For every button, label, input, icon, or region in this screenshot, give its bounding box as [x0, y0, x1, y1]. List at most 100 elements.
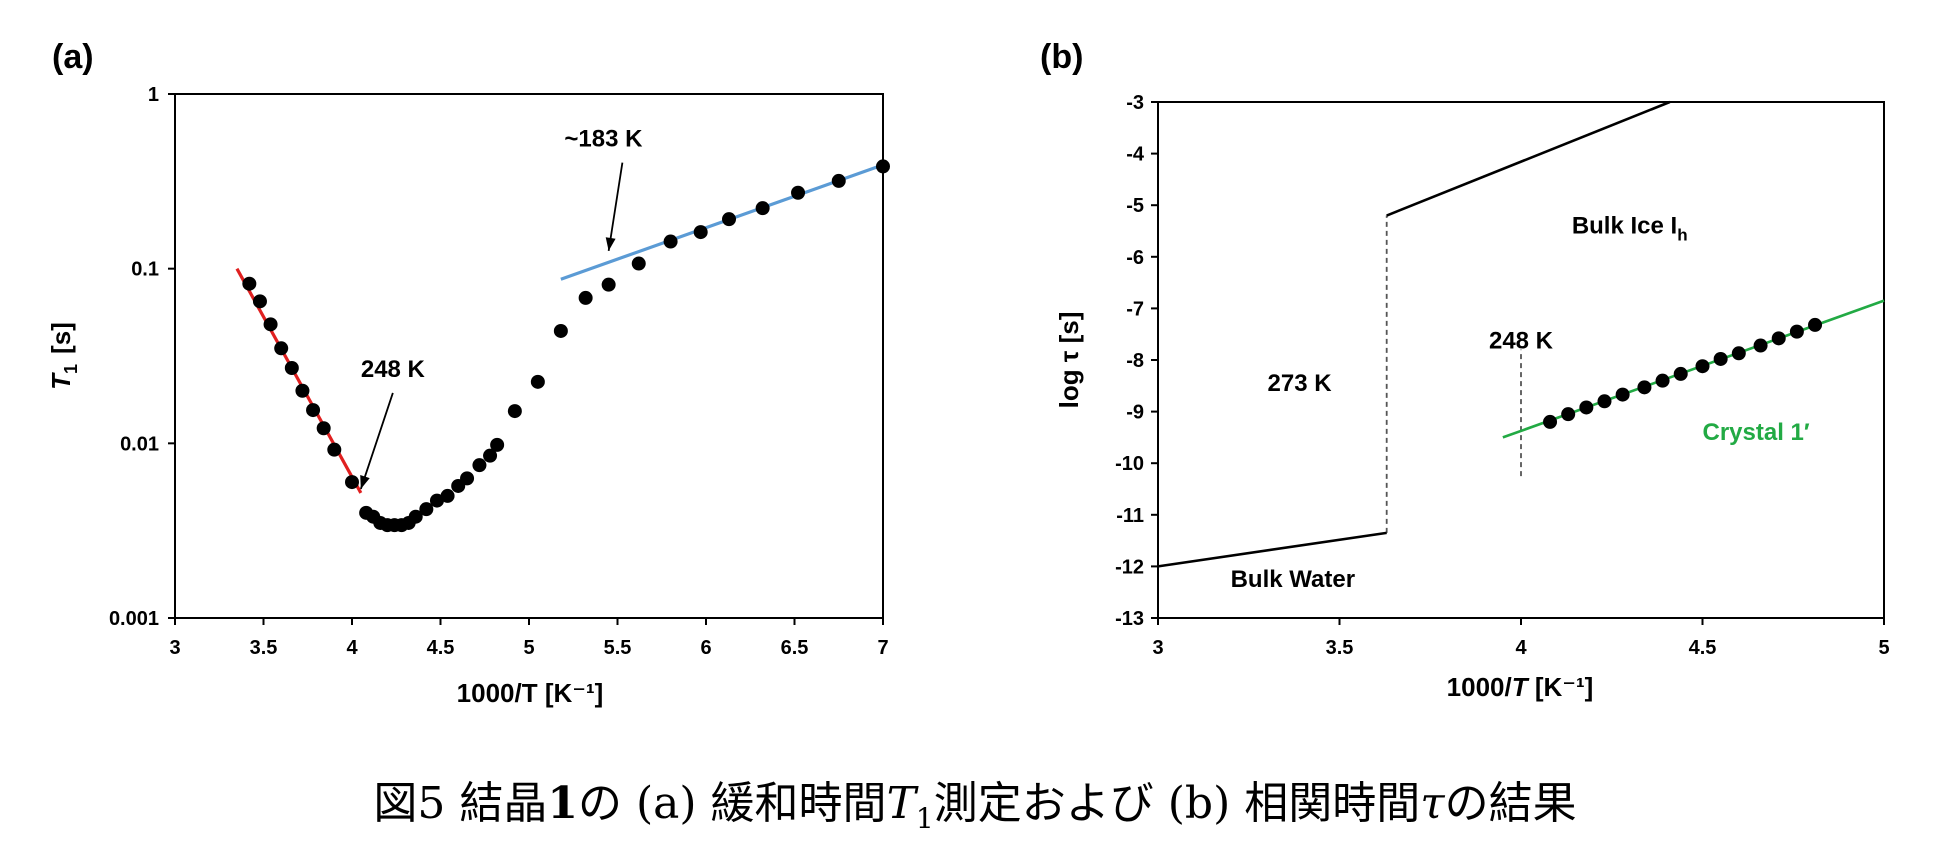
- panel-a-data-point: [316, 421, 331, 436]
- panel-b-x-label-pre: 1000/: [1447, 672, 1512, 702]
- panel-b-data-point: [1543, 414, 1558, 429]
- panel-a-data-point: [252, 294, 267, 309]
- panel-b-y-tick-label: -9: [1126, 402, 1144, 424]
- panel-a-data-point: [274, 341, 289, 356]
- panel-a-data-point: [284, 360, 299, 375]
- panel-a-data-point: [631, 256, 646, 271]
- panel-a-annotation-label: ~183 K: [564, 126, 643, 153]
- panel-a-y-axis-label: T1 [s]: [46, 322, 81, 390]
- panel-b-data-point: [1597, 394, 1612, 409]
- panel-a-annotation-arrow: [607, 162, 624, 251]
- panel-a-y-tick-label: 0.1: [131, 259, 159, 281]
- panel-b-y-tick-label: -11: [1116, 505, 1144, 527]
- panel-a-data-point: [419, 502, 434, 517]
- panel-b-data-point: [1731, 346, 1746, 361]
- panel-b-annotation-label: Bulk Ice Ih: [1572, 213, 1688, 245]
- panel-a-data-point: [460, 471, 475, 486]
- panel-b-y-label-symbol: τ: [1054, 350, 1084, 362]
- panel-a-fit-lines: [235, 163, 884, 494]
- panel-b-y-tick-label: -8: [1126, 350, 1144, 372]
- panel-a-data-point: [530, 374, 545, 389]
- panel-a-y-tick-label: 0.001: [109, 608, 159, 630]
- panel-b-data-point: [1561, 407, 1576, 422]
- panel-a-label: (a): [52, 38, 94, 76]
- panel-a-data-point: [876, 159, 890, 174]
- panel-b-x-tick-label: 4.5: [1689, 637, 1717, 659]
- panel-b-series-line: [1386, 100, 1671, 217]
- panel-a-x-tick-label: 5: [523, 637, 534, 659]
- panel-a-annotations: 248 K ~183 K: [359, 126, 643, 490]
- panel-a-data-point: [472, 458, 487, 473]
- panel-b-annotation-label: 273 K: [1268, 370, 1333, 397]
- panel-a-y-tick-label: 0.01: [120, 433, 159, 455]
- panel-a-x-tick-label: 4.5: [427, 637, 455, 659]
- panel-a-data-point: [693, 225, 708, 240]
- panel-b-data-point: [1673, 366, 1688, 381]
- panel-a-data-point: [831, 173, 846, 188]
- panel-b-y-label-post: [s]: [1054, 312, 1084, 351]
- panel-b-y-tick-label: -13: [1115, 608, 1144, 630]
- caption-prefix: 図5 結晶: [373, 778, 547, 829]
- panel-a-data-point: [791, 185, 806, 200]
- caption-end: の結果: [1445, 778, 1577, 829]
- panel-b-label: (b): [1040, 38, 1083, 76]
- panel-a-data-point: [578, 290, 593, 305]
- panel-b-y-tick-label: -4: [1126, 144, 1145, 166]
- panel-a-data-point: [242, 276, 257, 291]
- panel-b-annotation-label: 248 K: [1489, 328, 1554, 355]
- panel-a-data-point: [295, 383, 310, 398]
- panel-b-data-point: [1637, 380, 1652, 395]
- panel-a-y-subscript: 1: [61, 364, 81, 374]
- panel-a-data-point: [601, 277, 616, 292]
- panel-b-data-point: [1579, 400, 1594, 415]
- panel-b-y-label-pre: log: [1054, 362, 1084, 408]
- panel-b-data-point: [1808, 317, 1823, 332]
- panel-b-annotation-text: 248 K: [1489, 328, 1554, 355]
- panel-b-y-tick-label: -10: [1115, 453, 1144, 475]
- panel-a-axis-ticks: 3 3.5 4 4.5 5 5.5 6 6.5 7 0.001 0.01 0.1 1: [109, 84, 889, 659]
- panel-a-annotation-arrow: [359, 392, 394, 490]
- figure-caption: 図5 結晶1の (a) 緩和時間T1測定および (b) 相関時間τの結果: [373, 778, 1576, 835]
- panel-b-data-point: [1771, 331, 1786, 346]
- panel-a-x-tick-label: 6.5: [781, 637, 809, 659]
- panel-a-data-point: [327, 442, 342, 457]
- panel-b-x-tick-label: 3: [1152, 637, 1163, 659]
- panel-a-x-tick-label: 5.5: [604, 637, 632, 659]
- panel-b-axis-ticks: 3 3.5 4 4.5 5 -3 -4 -5 -6 -7 -8 -9 -10 -11 -12 -13: [1115, 92, 1889, 659]
- caption-tau-symbol: τ: [1420, 778, 1445, 829]
- panel-b-y-tick-label: -7: [1126, 298, 1144, 320]
- panel-a-data-point: [345, 475, 359, 490]
- panel-b-data-point: [1615, 387, 1630, 402]
- panel-b-plot-frame: [1157, 101, 1885, 619]
- panel-a-data-point: [263, 317, 278, 332]
- panel-b-y-tick-label: -6: [1126, 247, 1144, 269]
- panel-b-annotation-text: Crystal 1′: [1703, 419, 1810, 446]
- panel-a-annotation-arrow-head: [360, 475, 370, 489]
- panel-a-annotation-label: 248 K: [361, 356, 426, 383]
- panel-a-x-axis-label: 1000/T [K⁻¹]: [457, 678, 604, 708]
- panel-a-data-point: [755, 201, 770, 216]
- panel-a-data-point: [306, 403, 321, 418]
- panel-a-x-tick-label: 7: [877, 637, 888, 659]
- panel-b-x-label-post: [K⁻¹]: [1528, 672, 1594, 702]
- panel-a-data-point: [429, 493, 444, 508]
- panel-a-y-unit: [s]: [46, 322, 76, 354]
- caption-mid: の (a) 緩和時間: [578, 778, 887, 829]
- panel-b-y-tick-label: -3: [1126, 92, 1144, 114]
- caption-t-symbol: T: [887, 778, 920, 829]
- panel-b-data-point: [1713, 351, 1728, 366]
- panel-b-series-line: [1502, 299, 1885, 439]
- caption-rest: 測定および (b) 相関時間: [934, 778, 1420, 829]
- panel-b-y-tick-label: -12: [1115, 556, 1144, 578]
- panel-a-data-point: [490, 437, 505, 452]
- caption-t-subscript: 1: [916, 802, 934, 835]
- panel-a-y-tick-label: 1: [148, 84, 159, 106]
- panel-a-chart: (a) 3 3.5 4 4.5 5 5.5 6 6.5 7 0.001 0.01 0.1 1 248 K…: [46, 38, 890, 708]
- panel-b-annotation-subscript: h: [1677, 226, 1687, 245]
- panel-a-x-tick-label: 6: [700, 637, 711, 659]
- panel-b-x-tick-label: 5: [1878, 637, 1889, 659]
- panel-a-x-tick-label: 4: [346, 637, 358, 659]
- panel-a-data-point: [553, 323, 568, 338]
- panel-b-data-point: [1789, 324, 1804, 339]
